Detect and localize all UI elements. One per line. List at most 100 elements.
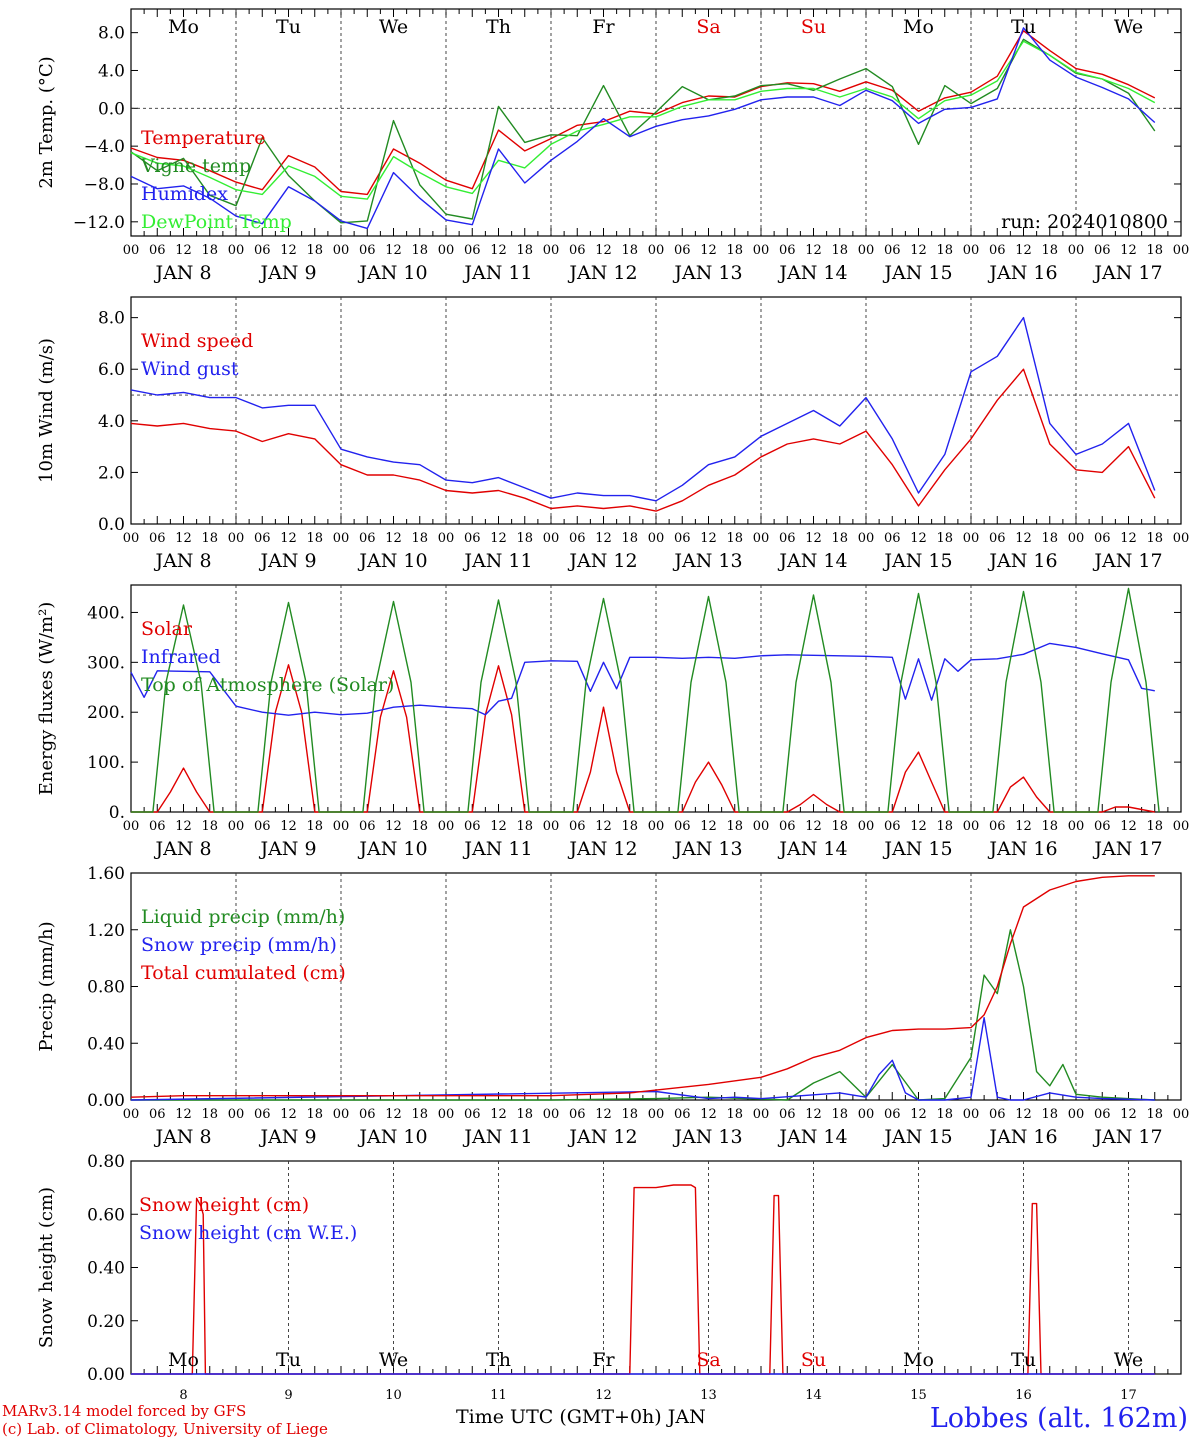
series-line-2 (130, 1017, 1155, 1101)
legend-entry: Liquid precip (mm/h) (141, 906, 345, 928)
weekday-label: Th (486, 1349, 511, 1371)
hour-label: 00 (543, 1107, 560, 1122)
hour-label: 06 (884, 819, 901, 834)
hour-label: 12 (280, 531, 297, 546)
hour-label: 18 (831, 243, 848, 258)
y-axis-title: 2m Temp. (°C) (36, 56, 57, 188)
date-label: JAN 14 (777, 550, 847, 572)
panel-1: 8.0 4.0 0.0 −4.0 −8.0 −12.0 2m Temp. (°C) Tempe… (36, 8, 1189, 284)
weekday-label: We (1114, 16, 1143, 38)
legend-entry: Solar (141, 618, 193, 640)
weekday-label: We (1114, 1349, 1143, 1371)
y-tick-label: 400. (87, 603, 125, 623)
date-label: JAN 10 (357, 262, 427, 284)
hour-label: 18 (306, 243, 323, 258)
hour-label: 06 (359, 1107, 376, 1122)
hour-label: 18 (306, 531, 323, 546)
date-label: JAN 15 (882, 838, 952, 860)
legend-entry: Wind speed (141, 330, 253, 352)
y-tick-label: 8.0 (98, 24, 125, 44)
hour-label: 18 (936, 531, 953, 546)
hour-label: 12 (595, 819, 612, 834)
hour-label: 00 (123, 531, 140, 546)
hour-label: 06 (149, 1107, 166, 1122)
weekday-label: Th (486, 16, 511, 38)
hour-label: 12 (910, 243, 927, 258)
hour-label: 06 (884, 243, 901, 258)
hour-label: 00 (543, 819, 560, 834)
series-line-3 (130, 40, 1156, 200)
date-label: JAN 14 (777, 1126, 847, 1148)
y-tick-label: 4.0 (98, 61, 125, 81)
weekday-label: Mo (903, 16, 934, 38)
hour-label: 18 (411, 243, 428, 258)
date-label: JAN 12 (567, 1126, 637, 1148)
legend-entry: Snow height (cm W.E.) (139, 1222, 357, 1244)
hour-label: 06 (674, 243, 691, 258)
legend-entry: Snow precip (mm/h) (141, 934, 337, 956)
hour-label: 12 (910, 531, 927, 546)
y-tick-label: 0.80 (87, 1152, 125, 1172)
hour-label: 12 (595, 531, 612, 546)
day-number-label: 9 (284, 1388, 292, 1403)
hour-label: 12 (1120, 1107, 1137, 1122)
hour-label: 00 (333, 819, 350, 834)
hour-label: 06 (779, 1107, 796, 1122)
series-line-1 (130, 368, 1156, 512)
hour-label: 06 (359, 243, 376, 258)
date-label: JAN 16 (987, 550, 1057, 572)
weekday-label: Su (801, 16, 826, 38)
hour-label: 06 (989, 1107, 1006, 1122)
hour-label: 12 (490, 531, 507, 546)
date-label: JAN 11 (462, 1126, 532, 1148)
date-label: JAN 11 (462, 838, 532, 860)
day-number-label: 14 (805, 1388, 822, 1403)
hour-label: 12 (490, 819, 507, 834)
hour-label: 12 (385, 1107, 402, 1122)
hour-label: 12 (175, 531, 192, 546)
weekday-label: Sa (696, 16, 720, 38)
hour-label: 18 (1041, 819, 1058, 834)
y-tick-label: 0.00 (87, 1091, 125, 1111)
hour-label: 06 (464, 531, 481, 546)
hour-label: 06 (359, 531, 376, 546)
legend-entry: Wind gust (141, 358, 239, 380)
hour-label: 12 (175, 819, 192, 834)
date-label: JAN 9 (258, 1126, 316, 1148)
hour-label: 06 (1094, 243, 1111, 258)
hour-label: 18 (516, 819, 533, 834)
day-number-label: 10 (385, 1388, 402, 1403)
hour-label: 12 (1015, 819, 1032, 834)
y-tick-label: 0.20 (87, 1312, 125, 1332)
hour-label: 06 (254, 1107, 271, 1122)
hour-label: 00 (858, 1107, 875, 1122)
hour-label: 12 (1120, 243, 1137, 258)
hour-label: 06 (149, 531, 166, 546)
hour-label: 00 (123, 819, 140, 834)
y-tick-label: −4.0 (84, 137, 125, 157)
hour-label: 12 (1120, 531, 1137, 546)
hour-label: 00 (228, 819, 245, 834)
hour-label: 18 (201, 1107, 218, 1122)
hour-label: 06 (569, 1107, 586, 1122)
hour-label: 06 (779, 819, 796, 834)
hour-label: 00 (648, 819, 665, 834)
hour-label: 06 (464, 1107, 481, 1122)
hour-label: 18 (411, 819, 428, 834)
weekday-label: Fr (592, 1349, 615, 1371)
legend-entry: Snow height (cm) (139, 1194, 309, 1216)
day-number-label: 15 (910, 1388, 927, 1403)
hour-label: 18 (516, 1107, 533, 1122)
hour-label: 18 (516, 243, 533, 258)
y-tick-label: 8.0 (98, 309, 125, 329)
panel-2: 0.0 2.0 4.0 6.0 8.0 10m Wind (m/s) Wind speed W… (36, 296, 1189, 572)
hour-label: 18 (1146, 819, 1163, 834)
hour-label: 06 (779, 531, 796, 546)
hour-label: 00 (963, 531, 980, 546)
weekday-label: Tu (1011, 16, 1036, 38)
legend-entry: Total cumulated (cm) (141, 962, 346, 984)
y-axis-title: 10m Wind (m/s) (36, 338, 57, 483)
y-tick-label: 0.00 (87, 1365, 125, 1385)
legend-entry: Top of Atmosphere (Solar) (141, 674, 394, 696)
hour-label: 18 (306, 1107, 323, 1122)
